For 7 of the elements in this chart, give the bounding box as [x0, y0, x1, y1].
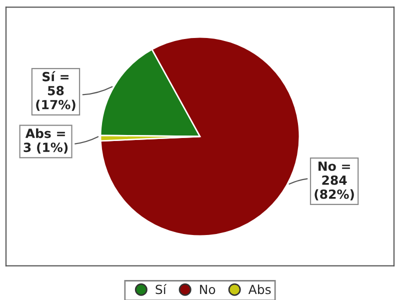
legend-label: Sí — [156, 284, 167, 294]
pie-slice — [100, 36, 300, 237]
legend-label: No — [200, 284, 216, 294]
data-label: Sí = 58 (17%) — [36, 71, 76, 111]
data-label: Abs = 3 (1%) — [24, 128, 68, 154]
legend-label: Abs — [248, 284, 271, 294]
data-label: No = 284 (82%) — [314, 162, 354, 200]
